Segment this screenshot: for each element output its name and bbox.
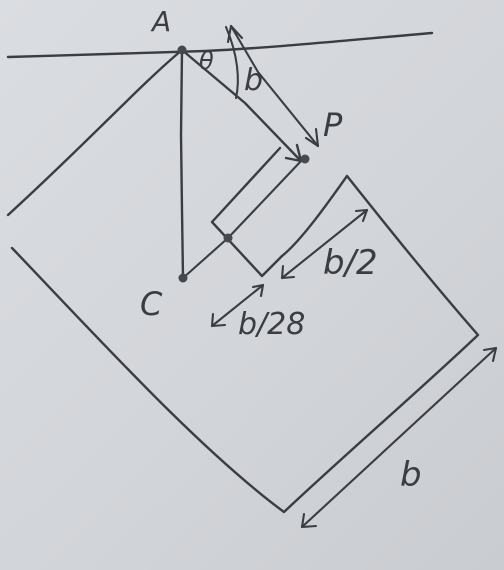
half-width-arrowhead-left: [280, 264, 296, 280]
plate-side-arrowhead-left: [300, 512, 318, 529]
line-a-to-c: [179, 48, 185, 280]
label-small-offset: b/28: [238, 307, 306, 342]
plate-side-arrowhead-right: [482, 346, 498, 363]
point-p: [300, 154, 310, 164]
half-width-arrowhead-right: [354, 208, 369, 223]
pivot-point-a: [177, 45, 187, 55]
point-c: [178, 273, 188, 283]
rod-a-to-p: [180, 48, 302, 162]
label-half-width: b/2: [323, 243, 378, 283]
small-offset-arrowhead-left: [210, 312, 227, 328]
rectangle-center-point: [223, 233, 233, 243]
large-plate: [6, 48, 480, 514]
half-width-arrow: [280, 208, 369, 280]
small-rectangle: [210, 146, 284, 278]
rod-length-arrow-top: [226, 24, 244, 44]
label-c: C: [140, 285, 163, 323]
small-offset-arrowhead-right: [251, 283, 265, 298]
label-p: P: [323, 106, 343, 144]
label-plate-side: b: [400, 455, 422, 495]
rod-length-arrow-bottom: [304, 127, 320, 148]
ceiling-line: [6, 31, 434, 59]
line-c-to-p: [181, 158, 304, 280]
label-a: A: [152, 5, 172, 38]
small-offset-arrow: [210, 283, 265, 328]
label-rod-length: b: [244, 63, 264, 98]
rod-length-arrow: [229, 24, 320, 148]
plate-side-arrow: [300, 346, 498, 529]
label-theta: θ: [199, 47, 214, 75]
